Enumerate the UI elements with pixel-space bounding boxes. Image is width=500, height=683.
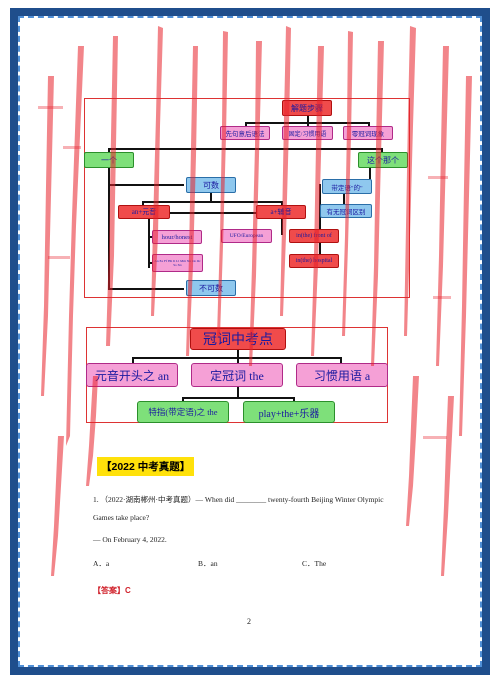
flow-modifier: 带定语"的" <box>322 179 372 194</box>
flow-a-consonant: a+辅音 <box>256 205 306 219</box>
flow-countable: 可数 <box>186 177 236 193</box>
flow-letters: An Ee Ff Hh Ii Ll Mm Nn Oo Rr Ss Xx <box>152 254 203 272</box>
option-a: A．a <box>93 559 110 568</box>
exam-point-specific-the: 特指(带定语)之 the <box>137 401 229 423</box>
answer-text: 【答案】C <box>93 586 131 595</box>
flow-zero-article-diff: 有无冠词区别 <box>320 204 372 218</box>
question-line-3: — On February 4, 2022. <box>93 535 167 544</box>
section-title: 【2022 中考真题】 <box>97 457 195 476</box>
exam-points-title: 冠词中考点 <box>190 328 286 350</box>
page-number: 2 <box>247 617 251 626</box>
flow-in-front-of: in(the) front of <box>289 229 339 243</box>
option-c: C．The <box>302 559 327 568</box>
exam-point-idiom-a: 习惯用语 a <box>296 363 388 387</box>
question-line-2: Games take place? <box>93 513 150 522</box>
flow-ufo-european: UFO/European <box>221 229 272 243</box>
flow-one: 一个 <box>84 152 134 168</box>
flow-solve-steps: 解题步骤 <box>282 100 332 116</box>
flow-step-zero-article: 零冠词现象 <box>343 126 393 140</box>
flow-step-idiom: 固定/习惯用语 <box>282 126 333 140</box>
exam-point-play-the: play+the+乐器 <box>243 401 335 423</box>
flow-uncountable: 不可数 <box>186 280 236 296</box>
flow-step-meaning: 先句意后语法 <box>220 126 270 140</box>
question-line-1: 1. （2022·湖南郴州·中考真题）— When did ________ t… <box>93 495 384 504</box>
exam-point-the: 定冠词 the <box>191 363 283 387</box>
exam-point-an: 元音开头之 an <box>86 363 178 387</box>
flow-this-that: 这个那个 <box>358 152 408 168</box>
flow-hour-honest: hour/honest <box>152 230 202 244</box>
flow-an-vowel: an+元音 <box>118 205 170 219</box>
option-b: B．an <box>198 559 218 568</box>
flow-in-hospital: in(the) hospital <box>289 254 339 268</box>
